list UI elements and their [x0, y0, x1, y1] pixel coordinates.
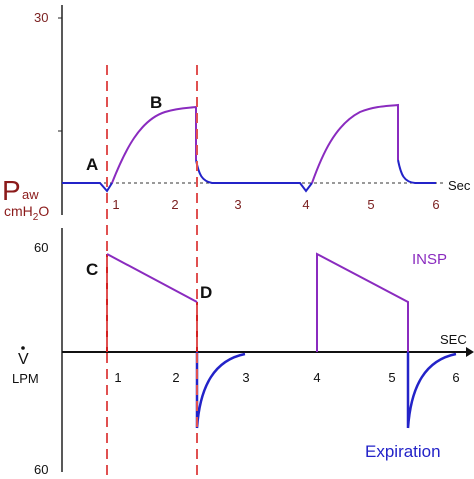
x-tick-label: 6	[452, 370, 459, 385]
x-tick-label: 5	[388, 370, 395, 385]
x-tick-label: 4	[313, 370, 320, 385]
x-unit: Sec	[448, 178, 471, 193]
x-tick-label: 4	[302, 197, 309, 212]
y-tick-label: 30	[34, 10, 48, 25]
x-tick-label: 3	[234, 197, 241, 212]
y-label: V	[18, 351, 29, 368]
x-tick-label: 5	[367, 197, 374, 212]
pressure-curve	[397, 159, 436, 184]
x-tick-label: 2	[172, 370, 179, 385]
pressure-curve	[111, 105, 197, 184]
point-label: B	[150, 93, 162, 112]
pressure-curve	[195, 159, 313, 193]
dot	[21, 346, 25, 350]
y-unit: LPM	[12, 371, 39, 386]
x-tick-label: 1	[112, 197, 119, 212]
y-label: P	[2, 175, 21, 206]
y-tick-label: 60	[34, 462, 48, 477]
flow-curve	[106, 253, 198, 303]
flow-curve	[406, 352, 457, 429]
arrow	[466, 347, 474, 357]
x-tick-label: 1	[114, 370, 121, 385]
insp-label: INSP	[412, 251, 447, 268]
exp-label: Expiration	[365, 442, 441, 461]
pressure-curve	[311, 103, 399, 184]
y-unit: cmH2O	[4, 203, 49, 223]
x-tick-label: 2	[171, 197, 178, 212]
point-label: C	[86, 260, 98, 279]
y-label-sub: aw	[22, 187, 39, 202]
x-unit: SEC	[440, 332, 467, 347]
flow-curve	[316, 252, 409, 352]
flow-curve	[106, 254, 198, 352]
flow-curve	[195, 352, 246, 429]
point-label: D	[200, 283, 212, 302]
y-tick-label: 60	[34, 240, 48, 255]
x-ticks: 1 2 3 4 5 6	[114, 370, 459, 385]
point-label: A	[86, 155, 98, 174]
x-tick-label: 3	[242, 370, 249, 385]
x-tick-label: 6	[432, 197, 439, 212]
pressure-curve	[62, 182, 113, 193]
x-ticks: 1 2 3 4 5 6	[112, 197, 439, 212]
